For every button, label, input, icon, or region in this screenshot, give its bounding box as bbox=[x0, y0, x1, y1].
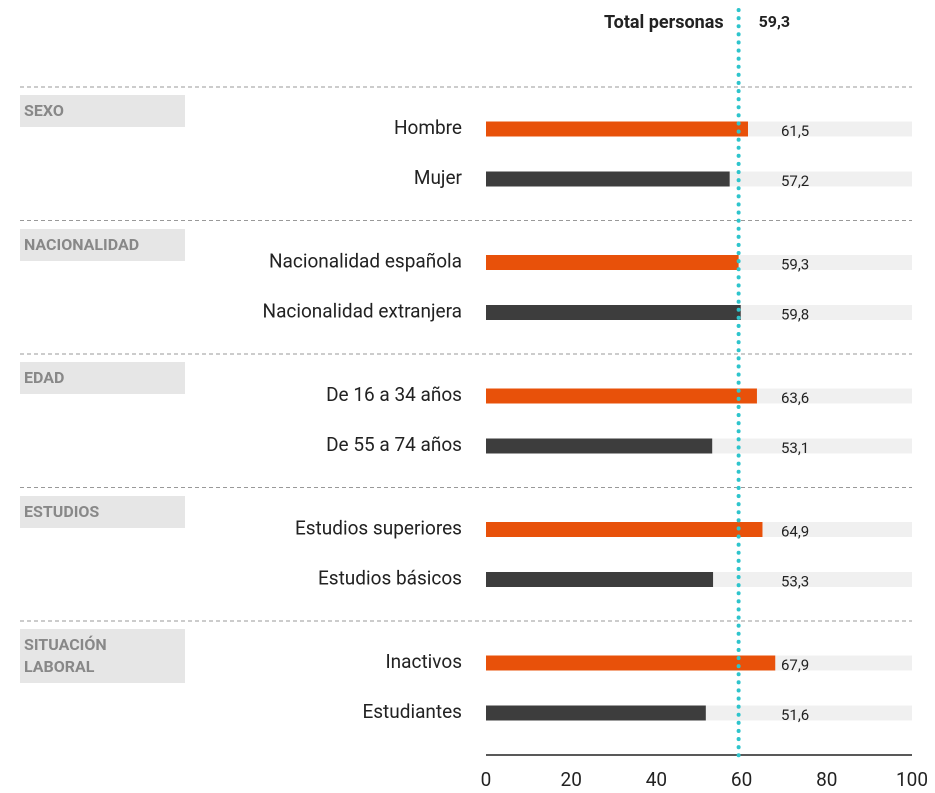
category-label: Inactivos bbox=[386, 650, 462, 673]
category-label: Hombre bbox=[394, 116, 462, 139]
x-tick-label: 20 bbox=[561, 768, 582, 791]
value-label: 57,2 bbox=[781, 172, 809, 190]
group-label-text: SITUACIÓN LABORAL bbox=[24, 635, 107, 676]
reference-value: 59,3 bbox=[759, 12, 790, 31]
group-label: SEXO bbox=[20, 95, 185, 127]
category-label: Mujer bbox=[414, 166, 463, 189]
group-label: NACIONALIDAD bbox=[20, 228, 185, 261]
bar bbox=[486, 121, 748, 137]
group-label: ESTUDIOS bbox=[20, 495, 185, 528]
bar bbox=[486, 572, 714, 587]
group-label-text: EDAD bbox=[24, 368, 65, 387]
reference-label: Total personas bbox=[604, 12, 724, 33]
group-label: EDAD bbox=[20, 362, 185, 394]
group-label-text: NACIONALIDAD bbox=[24, 234, 140, 254]
value-label: 59,8 bbox=[781, 305, 809, 323]
value-label: 63,6 bbox=[781, 389, 809, 407]
bar bbox=[486, 438, 713, 454]
bar bbox=[486, 171, 730, 187]
bar bbox=[486, 388, 757, 404]
value-label: 51,6 bbox=[781, 706, 809, 724]
category-label: Estudios superiores bbox=[295, 517, 462, 540]
bar bbox=[486, 255, 739, 270]
value-label: 53,1 bbox=[781, 439, 809, 457]
bar bbox=[486, 305, 741, 320]
category-label: Nacionalidad extranjera bbox=[263, 300, 462, 323]
x-tick-label: 0 bbox=[481, 768, 492, 791]
category-label: Estudiantes bbox=[362, 700, 462, 723]
value-label: 64,9 bbox=[781, 522, 809, 540]
category-label: Estudios básicos bbox=[318, 567, 462, 590]
value-label: 53,3 bbox=[781, 572, 809, 590]
bar bbox=[486, 655, 776, 671]
value-label: 67,9 bbox=[781, 656, 809, 674]
value-label: 59,3 bbox=[781, 255, 809, 273]
category-label: Nacionalidad española bbox=[269, 250, 462, 273]
x-tick-label: 100 bbox=[896, 768, 928, 791]
group-label: SITUACIÓN LABORAL bbox=[20, 629, 185, 683]
x-tick-label: 80 bbox=[816, 768, 837, 791]
bar bbox=[486, 522, 763, 537]
x-tick-label: 40 bbox=[646, 768, 667, 791]
group-label-text: SEXO bbox=[24, 101, 64, 120]
category-label: De 55 a 74 años bbox=[326, 433, 462, 456]
value-label: 61,5 bbox=[781, 122, 809, 140]
group-label-text: ESTUDIOS bbox=[24, 501, 100, 521]
x-tick-label: 60 bbox=[731, 768, 752, 791]
bar bbox=[486, 705, 706, 721]
category-label: De 16 a 34 años bbox=[326, 383, 462, 406]
